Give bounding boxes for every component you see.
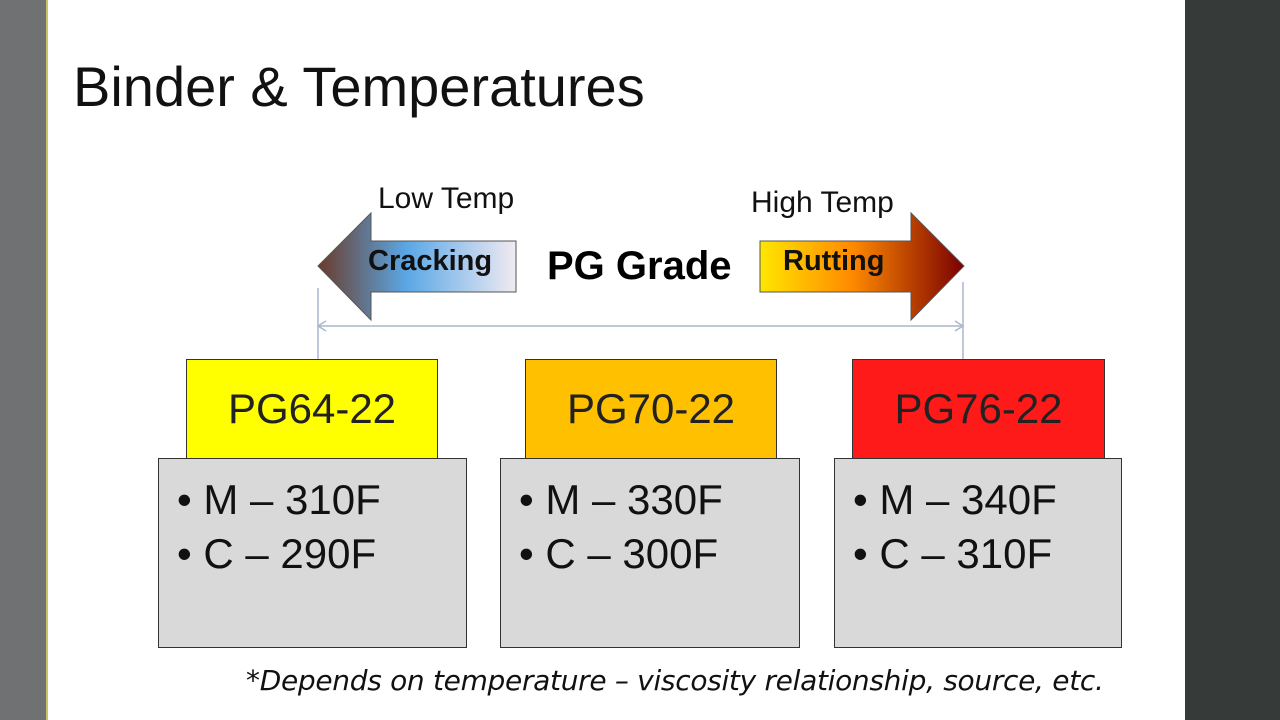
low-temp-arrow — [317, 211, 517, 322]
temps-box-pg64-22: • M – 310F • C – 290F — [158, 458, 467, 648]
mixing-temp: • M – 340F — [853, 476, 1057, 523]
cracking-label: Cracking — [368, 245, 493, 277]
temps-box-pg70-22: • M – 330F • C – 300F — [500, 458, 800, 648]
compaction-temp: • C – 310F — [853, 530, 1053, 577]
arrows-diagram — [316, 211, 965, 359]
grade-box-pg70-22: PG70-22 — [525, 359, 777, 459]
low-temp-label: Low Temp — [378, 182, 515, 215]
left-margin-accent — [46, 0, 48, 720]
grade-box-pg64-22: PG64-22 — [186, 359, 438, 459]
high-temp-label: High Temp — [751, 186, 894, 219]
slide-title: Binder & Temperatures — [73, 55, 645, 118]
footnote: *Depends on temperature – viscosity rela… — [246, 664, 1104, 697]
right-margin-bar — [1185, 0, 1280, 720]
slide-canvas: Binder & Temperatures Low Temp High Temp… — [48, 0, 1185, 720]
rutting-label: Rutting — [783, 245, 885, 277]
compaction-temp: • C – 300F — [519, 530, 719, 577]
grade-box-pg76-22: PG76-22 — [852, 359, 1105, 459]
temps-box-pg76-22: • M – 340F • C – 310F — [834, 458, 1122, 648]
compaction-temp: • C – 290F — [177, 530, 377, 577]
mixing-temp: • M – 330F — [519, 476, 723, 523]
high-temp-arrow — [759, 211, 965, 322]
pg-grade-label: PG Grade — [547, 244, 732, 288]
mixing-temp: • M – 310F — [177, 476, 381, 523]
left-margin-bar — [0, 0, 48, 720]
